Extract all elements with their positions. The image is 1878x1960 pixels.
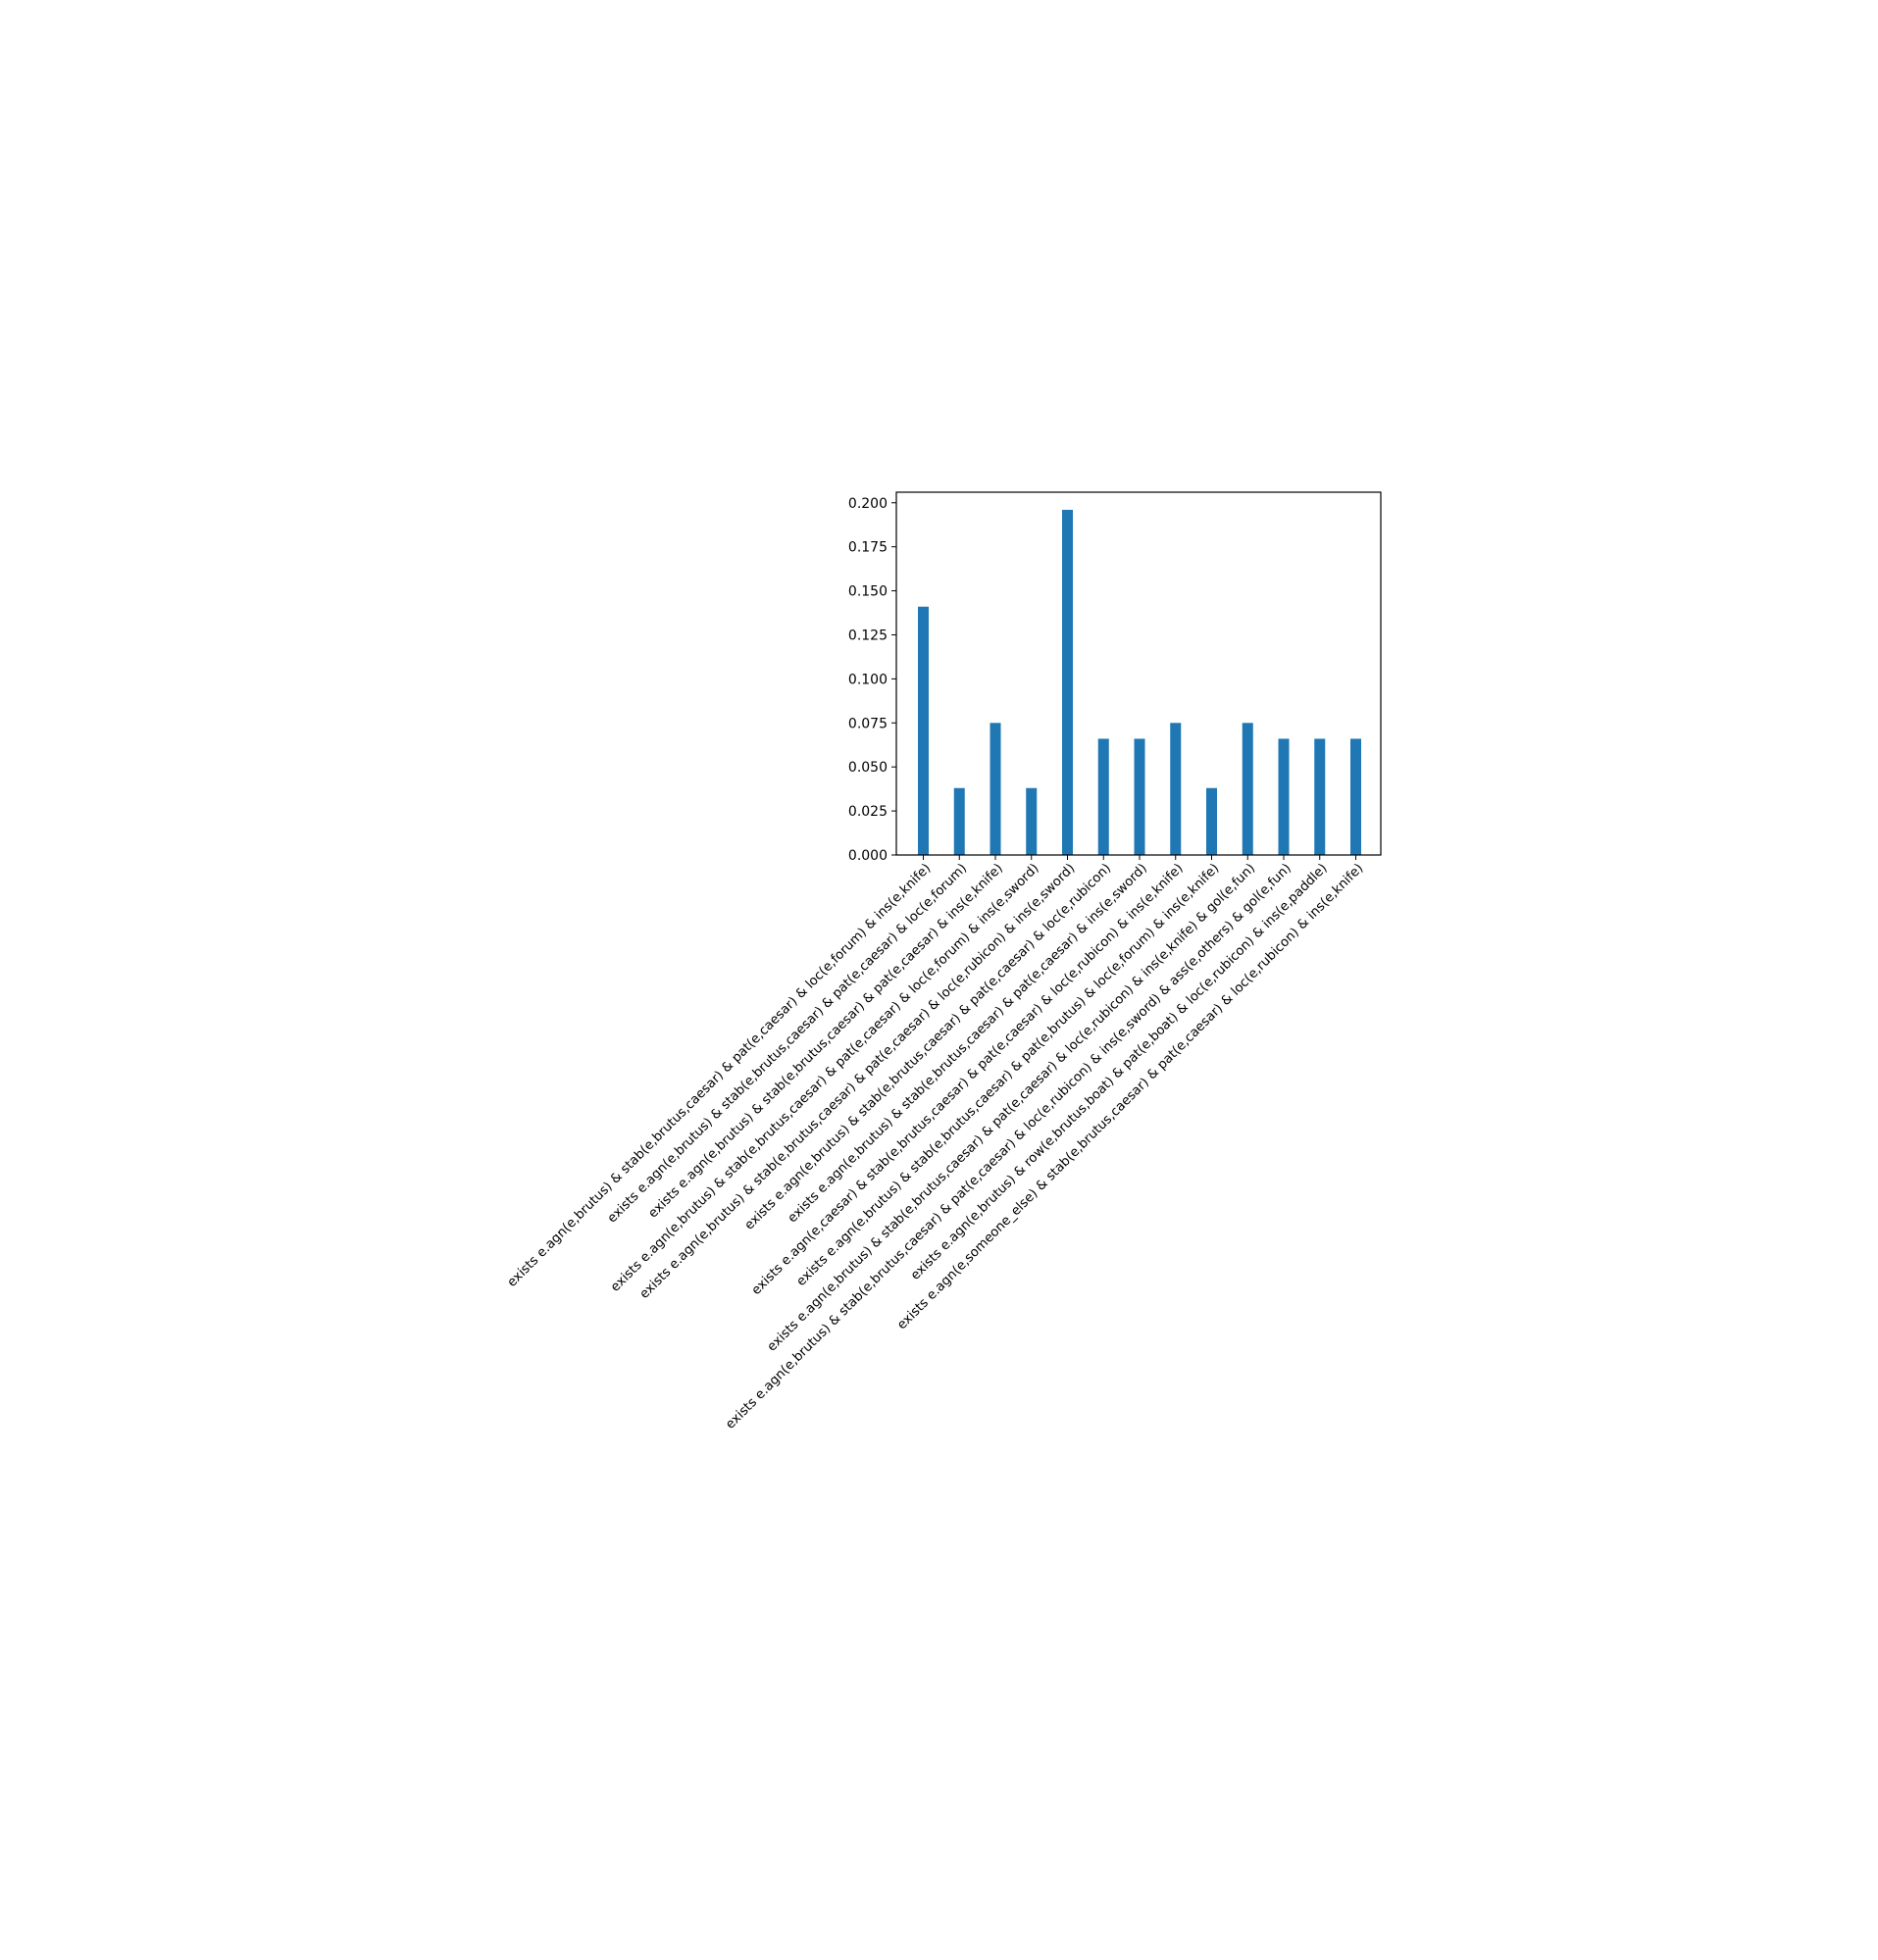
- x-tick-label: exists e.agn(e,brutus) & stab(e,brutus,c…: [786, 861, 1150, 1226]
- y-tick-label: 0.150: [848, 584, 888, 600]
- x-tick-label: exists e.agn(e,brutus) & stab(e,brutus,c…: [723, 861, 1294, 1432]
- y-tick-label: 0.025: [848, 804, 888, 820]
- y-tick-label: 0.100: [848, 672, 888, 687]
- bar-13: [1350, 738, 1361, 855]
- bar-4: [1026, 787, 1038, 855]
- y-tick-label: 0.000: [848, 848, 888, 864]
- bar-1: [918, 606, 929, 855]
- plot-frame: [895, 491, 1382, 856]
- bar-2: [953, 787, 965, 855]
- bar-8: [1170, 723, 1182, 855]
- bar-11: [1278, 738, 1290, 855]
- bar-9: [1206, 787, 1217, 855]
- x-axis: exists e.agn(e,brutus) & stab(e,brutus,c…: [505, 855, 1366, 1432]
- bar-10: [1242, 723, 1253, 855]
- bar-5: [1062, 509, 1073, 855]
- bar-12: [1314, 738, 1326, 855]
- y-tick-label: 0.050: [848, 760, 888, 776]
- y-tick-label: 0.175: [848, 540, 888, 556]
- bar-3: [990, 723, 1001, 855]
- bars-layer: [918, 509, 1361, 855]
- y-axis: 0.000 0.025 0.050 0.075 0.100 0.125 0.150 0.175…: [848, 496, 896, 864]
- bar-6: [1097, 738, 1109, 855]
- y-tick-label: 0.075: [848, 716, 888, 731]
- y-tick-label: 0.200: [848, 496, 888, 512]
- y-tick-label: 0.125: [848, 628, 888, 643]
- bar-7: [1134, 738, 1145, 855]
